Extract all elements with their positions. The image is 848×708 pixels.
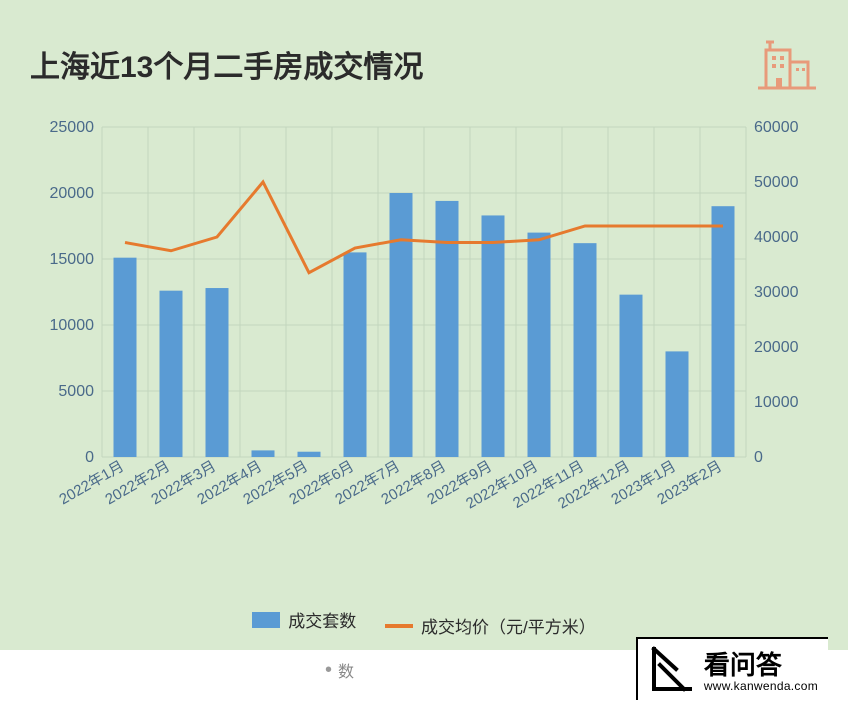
bar	[712, 206, 735, 457]
svg-text:0: 0	[85, 449, 94, 466]
legend-item-bar: 成交套数	[252, 607, 356, 632]
svg-text:30000: 30000	[754, 284, 799, 301]
brand-url: www.kanwenda.com	[704, 679, 818, 693]
svg-text:20000: 20000	[50, 185, 95, 202]
bar	[160, 291, 183, 457]
bar	[666, 351, 689, 457]
svg-text:5000: 5000	[58, 383, 94, 400]
brand-logo-icon	[646, 645, 694, 698]
svg-text:60000: 60000	[754, 119, 799, 136]
chart-container: 上海近13个月二手房成交情况 0 5000 10000 15000 20000 25000…	[0, 0, 848, 650]
svg-text:40000: 40000	[754, 229, 799, 246]
bar	[206, 288, 229, 457]
bar	[298, 452, 321, 457]
chart-title: 上海近13个月二手房成交情况	[30, 42, 423, 86]
svg-text:50000: 50000	[754, 174, 799, 191]
bar	[482, 215, 505, 457]
brand-name-cn: 看问答	[704, 651, 818, 679]
bar	[390, 193, 413, 457]
bar	[114, 258, 137, 457]
brand-text: 看问答 www.kanwenda.com	[704, 651, 818, 693]
legend-label-bar: 成交套数	[288, 607, 356, 632]
legend-swatch-bar	[252, 612, 280, 628]
svg-text:25000: 25000	[50, 119, 95, 136]
title-row: 上海近13个月二手房成交情况	[30, 30, 818, 97]
bar	[252, 450, 275, 457]
legend-item-line: 成交均价（元/平方米）	[385, 613, 596, 638]
legend: 成交套数 成交均价（元/平方米）	[30, 607, 818, 638]
svg-text:10000: 10000	[754, 394, 799, 411]
plot-svg: 0 5000 10000 15000 20000 25000 0 10000 20000 3000…	[30, 117, 818, 537]
svg-text:20000: 20000	[754, 339, 799, 356]
building-icon	[756, 30, 818, 97]
plot-area: 0 5000 10000 15000 20000 25000 0 10000 20000 3000…	[30, 117, 818, 537]
footer-brand: 看问答 www.kanwenda.com	[636, 637, 828, 700]
svg-text:15000: 15000	[50, 251, 95, 268]
bar	[620, 295, 643, 457]
bar	[436, 201, 459, 457]
svg-text:0: 0	[754, 449, 763, 466]
bar	[344, 252, 367, 457]
legend-label-line: 成交均价（元/平方米）	[421, 613, 596, 638]
legend-swatch-line	[385, 624, 413, 628]
bar	[574, 243, 597, 457]
bar	[528, 233, 551, 457]
footer-partial-text: 数	[325, 658, 354, 682]
svg-text:10000: 10000	[50, 317, 95, 334]
